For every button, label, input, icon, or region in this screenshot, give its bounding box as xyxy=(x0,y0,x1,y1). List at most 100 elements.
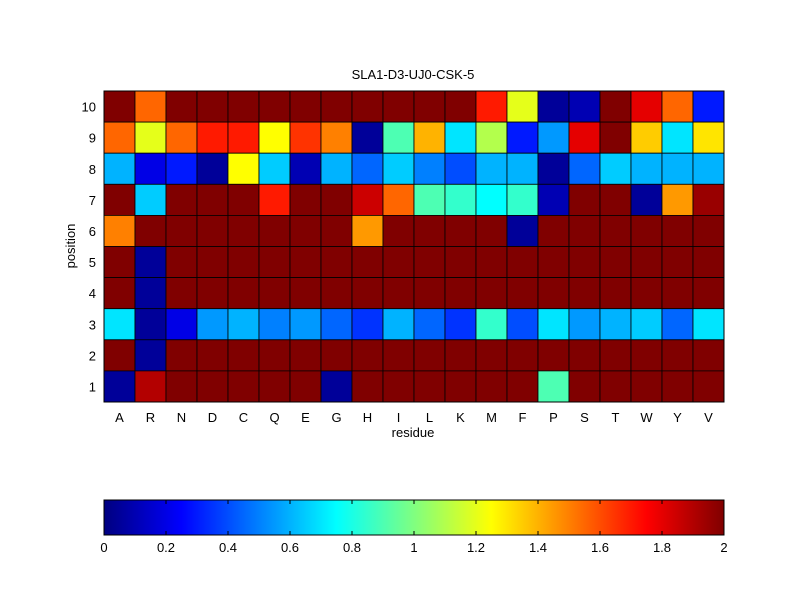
heatmap-cell-G-8 xyxy=(320,152,353,185)
heatmap-cell-V-5 xyxy=(692,246,725,279)
heatmap-cell-T-8 xyxy=(599,152,632,185)
heatmap-cell-R-1 xyxy=(134,370,167,403)
heatmap-cell-S-2 xyxy=(568,339,601,372)
heatmap-cell-Y-4 xyxy=(661,277,694,310)
heatmap-cell-G-1 xyxy=(320,370,353,403)
heatmap-cell-T-10 xyxy=(599,90,632,123)
heatmap-cell-W-3 xyxy=(630,308,663,341)
heatmap-cell-Q-3 xyxy=(258,308,291,341)
heatmap-cell-T-5 xyxy=(599,246,632,279)
heatmap-cell-Y-7 xyxy=(661,183,694,216)
heatmap-cell-S-4 xyxy=(568,277,601,310)
heatmap-cell-P-6 xyxy=(537,214,570,247)
heatmap-cell-H-5 xyxy=(351,246,384,279)
heatmap-cell-N-9 xyxy=(165,121,198,154)
heatmap-cell-Q-2 xyxy=(258,339,291,372)
heatmap-cell-V-3 xyxy=(692,308,725,341)
x-tick-label: Y xyxy=(673,410,682,425)
x-tick-label: P xyxy=(549,410,558,425)
heatmap-cell-Q-1 xyxy=(258,370,291,403)
heatmap-cell-I-7 xyxy=(382,183,415,216)
heatmap-cell-H-2 xyxy=(351,339,384,372)
heatmap-cell-Y-8 xyxy=(661,152,694,185)
heatmap-cell-Y-9 xyxy=(661,121,694,154)
y-tick-label: 9 xyxy=(89,131,96,146)
heatmap-cell-F-3 xyxy=(506,308,539,341)
heatmap-cell-N-5 xyxy=(165,246,198,279)
heatmap-cell-I-8 xyxy=(382,152,415,185)
y-tick-label: 5 xyxy=(89,255,96,270)
heatmap-cell-M-10 xyxy=(475,90,508,123)
heatmap-cell-T-3 xyxy=(599,308,632,341)
heatmap-cell-Q-10 xyxy=(258,90,291,123)
heatmap-cell-T-9 xyxy=(599,121,632,154)
x-tick-label: E xyxy=(301,410,310,425)
heatmap-cell-D-9 xyxy=(196,121,229,154)
heatmap-cell-K-3 xyxy=(444,308,477,341)
x-tick-label: A xyxy=(115,410,124,425)
heatmap-cell-C-6 xyxy=(227,214,260,247)
heatmap-cell-K-2 xyxy=(444,339,477,372)
heatmap-cell-P-3 xyxy=(537,308,570,341)
heatmap-cell-D-4 xyxy=(196,277,229,310)
x-tick-label: R xyxy=(146,410,155,425)
heatmap-cell-D-8 xyxy=(196,152,229,185)
heatmap-cell-M-9 xyxy=(475,121,508,154)
heatmap-cell-H-9 xyxy=(351,121,384,154)
heatmap-cell-S-1 xyxy=(568,370,601,403)
x-tick-label: K xyxy=(456,410,465,425)
heatmap-cell-C-8 xyxy=(227,152,260,185)
heatmap-cell-E-3 xyxy=(289,308,322,341)
heatmap-cell-C-2 xyxy=(227,339,260,372)
heatmap-cell-A-5 xyxy=(103,246,136,279)
heatmap-cell-A-8 xyxy=(103,152,136,185)
heatmap-cell-Q-6 xyxy=(258,214,291,247)
heatmap-cell-W-1 xyxy=(630,370,663,403)
colorbar-tick-label: 0.4 xyxy=(219,540,237,555)
heatmap-cell-E-10 xyxy=(289,90,322,123)
heatmap-cell-Q-9 xyxy=(258,121,291,154)
heatmap-cell-V-9 xyxy=(692,121,725,154)
heatmap-cell-I-4 xyxy=(382,277,415,310)
heatmap-cell-P-8 xyxy=(537,152,570,185)
heatmap-cell-G-2 xyxy=(320,339,353,372)
heatmap-cell-R-7 xyxy=(134,183,167,216)
heatmap-cell-E-6 xyxy=(289,214,322,247)
heatmap-cell-F-8 xyxy=(506,152,539,185)
colorbar-tick-label: 1.2 xyxy=(467,540,485,555)
heatmap-cell-D-7 xyxy=(196,183,229,216)
colorbar: 0 0.2 0.4 0.6 0.8 1 1.2 1.4 1.6 1.8 2 xyxy=(100,499,728,555)
y-axis-label: position xyxy=(63,224,78,269)
heatmap-cell-L-8 xyxy=(413,152,446,185)
heatmap-cell-D-3 xyxy=(196,308,229,341)
heatmap-cell-R-4 xyxy=(134,277,167,310)
heatmap-cell-C-7 xyxy=(227,183,260,216)
x-tick-label: V xyxy=(704,410,713,425)
heatmap-cell-N-1 xyxy=(165,370,198,403)
heatmap-cell-K-9 xyxy=(444,121,477,154)
heatmap-cell-V-8 xyxy=(692,152,725,185)
colorbar-tick-label: 0.8 xyxy=(343,540,361,555)
x-tick-label: L xyxy=(426,410,433,425)
heatmap-cells xyxy=(103,90,725,403)
heatmap-cell-V-6 xyxy=(692,214,725,247)
heatmap-cell-L-2 xyxy=(413,339,446,372)
heatmap-cell-V-10 xyxy=(692,90,725,123)
heatmap-cell-L-4 xyxy=(413,277,446,310)
y-tick-label: 4 xyxy=(89,286,96,301)
heatmap-cell-D-2 xyxy=(196,339,229,372)
heatmap-cell-Y-10 xyxy=(661,90,694,123)
heatmap-cell-I-9 xyxy=(382,121,415,154)
heatmap-cell-I-5 xyxy=(382,246,415,279)
heatmap-cell-R-8 xyxy=(134,152,167,185)
y-tick-label: 7 xyxy=(89,193,96,208)
heatmap-cell-M-2 xyxy=(475,339,508,372)
x-axis-label: residue xyxy=(392,425,435,440)
heatmap-cell-V-4 xyxy=(692,277,725,310)
heatmap-cell-E-9 xyxy=(289,121,322,154)
heatmap-cell-F-10 xyxy=(506,90,539,123)
heatmap-cell-W-4 xyxy=(630,277,663,310)
plot-frame xyxy=(103,90,725,403)
heatmap-cell-M-7 xyxy=(475,183,508,216)
